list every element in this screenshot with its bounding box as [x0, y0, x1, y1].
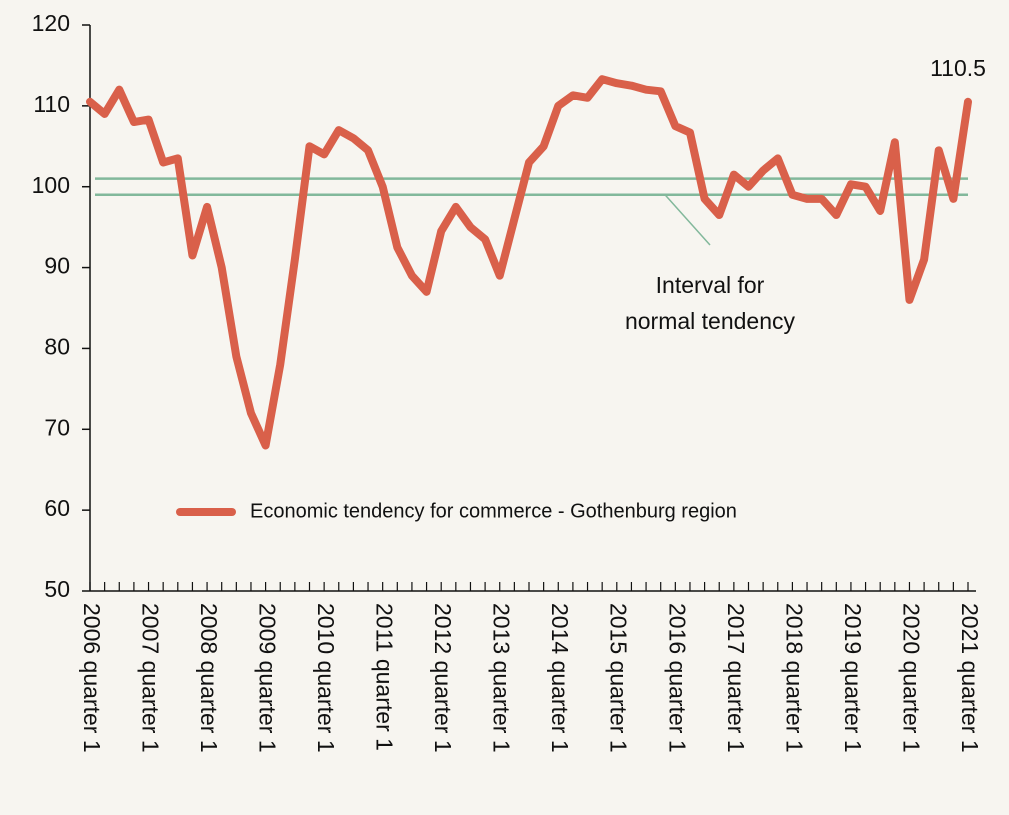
x-tick-label: 2008 quarter 1 [196, 603, 222, 753]
y-tick-label: 120 [32, 10, 70, 36]
x-tick-label: 2018 quarter 1 [781, 603, 807, 753]
y-tick-label: 100 [32, 172, 70, 198]
annotation: normal tendency [625, 308, 796, 334]
y-tick-label: 60 [44, 495, 70, 521]
y-tick-label: 110 [33, 91, 70, 117]
y-tick-label: 70 [44, 414, 70, 440]
x-tick-label: 2009 quarter 1 [255, 603, 281, 753]
annotation: Interval for [656, 272, 765, 298]
y-tick-label: 50 [44, 576, 70, 602]
legend-label: Economic tendency for commerce - Gothenb… [250, 500, 737, 522]
y-tick-label: 90 [44, 253, 70, 279]
x-tick-label: 2014 quarter 1 [547, 603, 573, 753]
x-tick-label: 2006 quarter 1 [79, 603, 105, 753]
x-tick-label: 2019 quarter 1 [840, 603, 866, 753]
y-tick-label: 80 [44, 334, 70, 360]
x-tick-label: 2011 quarter 1 [372, 603, 398, 751]
x-tick-label: 2017 quarter 1 [723, 603, 749, 753]
x-tick-label: 2007 quarter 1 [137, 603, 163, 753]
series-line [86, 75, 972, 450]
x-tick-label: 2016 quarter 1 [664, 603, 690, 753]
x-tick-label: 2010 quarter 1 [313, 603, 339, 753]
x-tick-label: 2021 quarter 1 [957, 603, 983, 753]
x-tick-label: 2012 quarter 1 [430, 603, 456, 753]
x-tick-label: 2013 quarter 1 [489, 603, 515, 753]
annotation-leader [664, 194, 711, 246]
x-tick-label: 2015 quarter 1 [606, 603, 632, 753]
x-tick-label: 2020 quarter 1 [898, 603, 924, 753]
value-label: 110.5 [930, 55, 986, 81]
